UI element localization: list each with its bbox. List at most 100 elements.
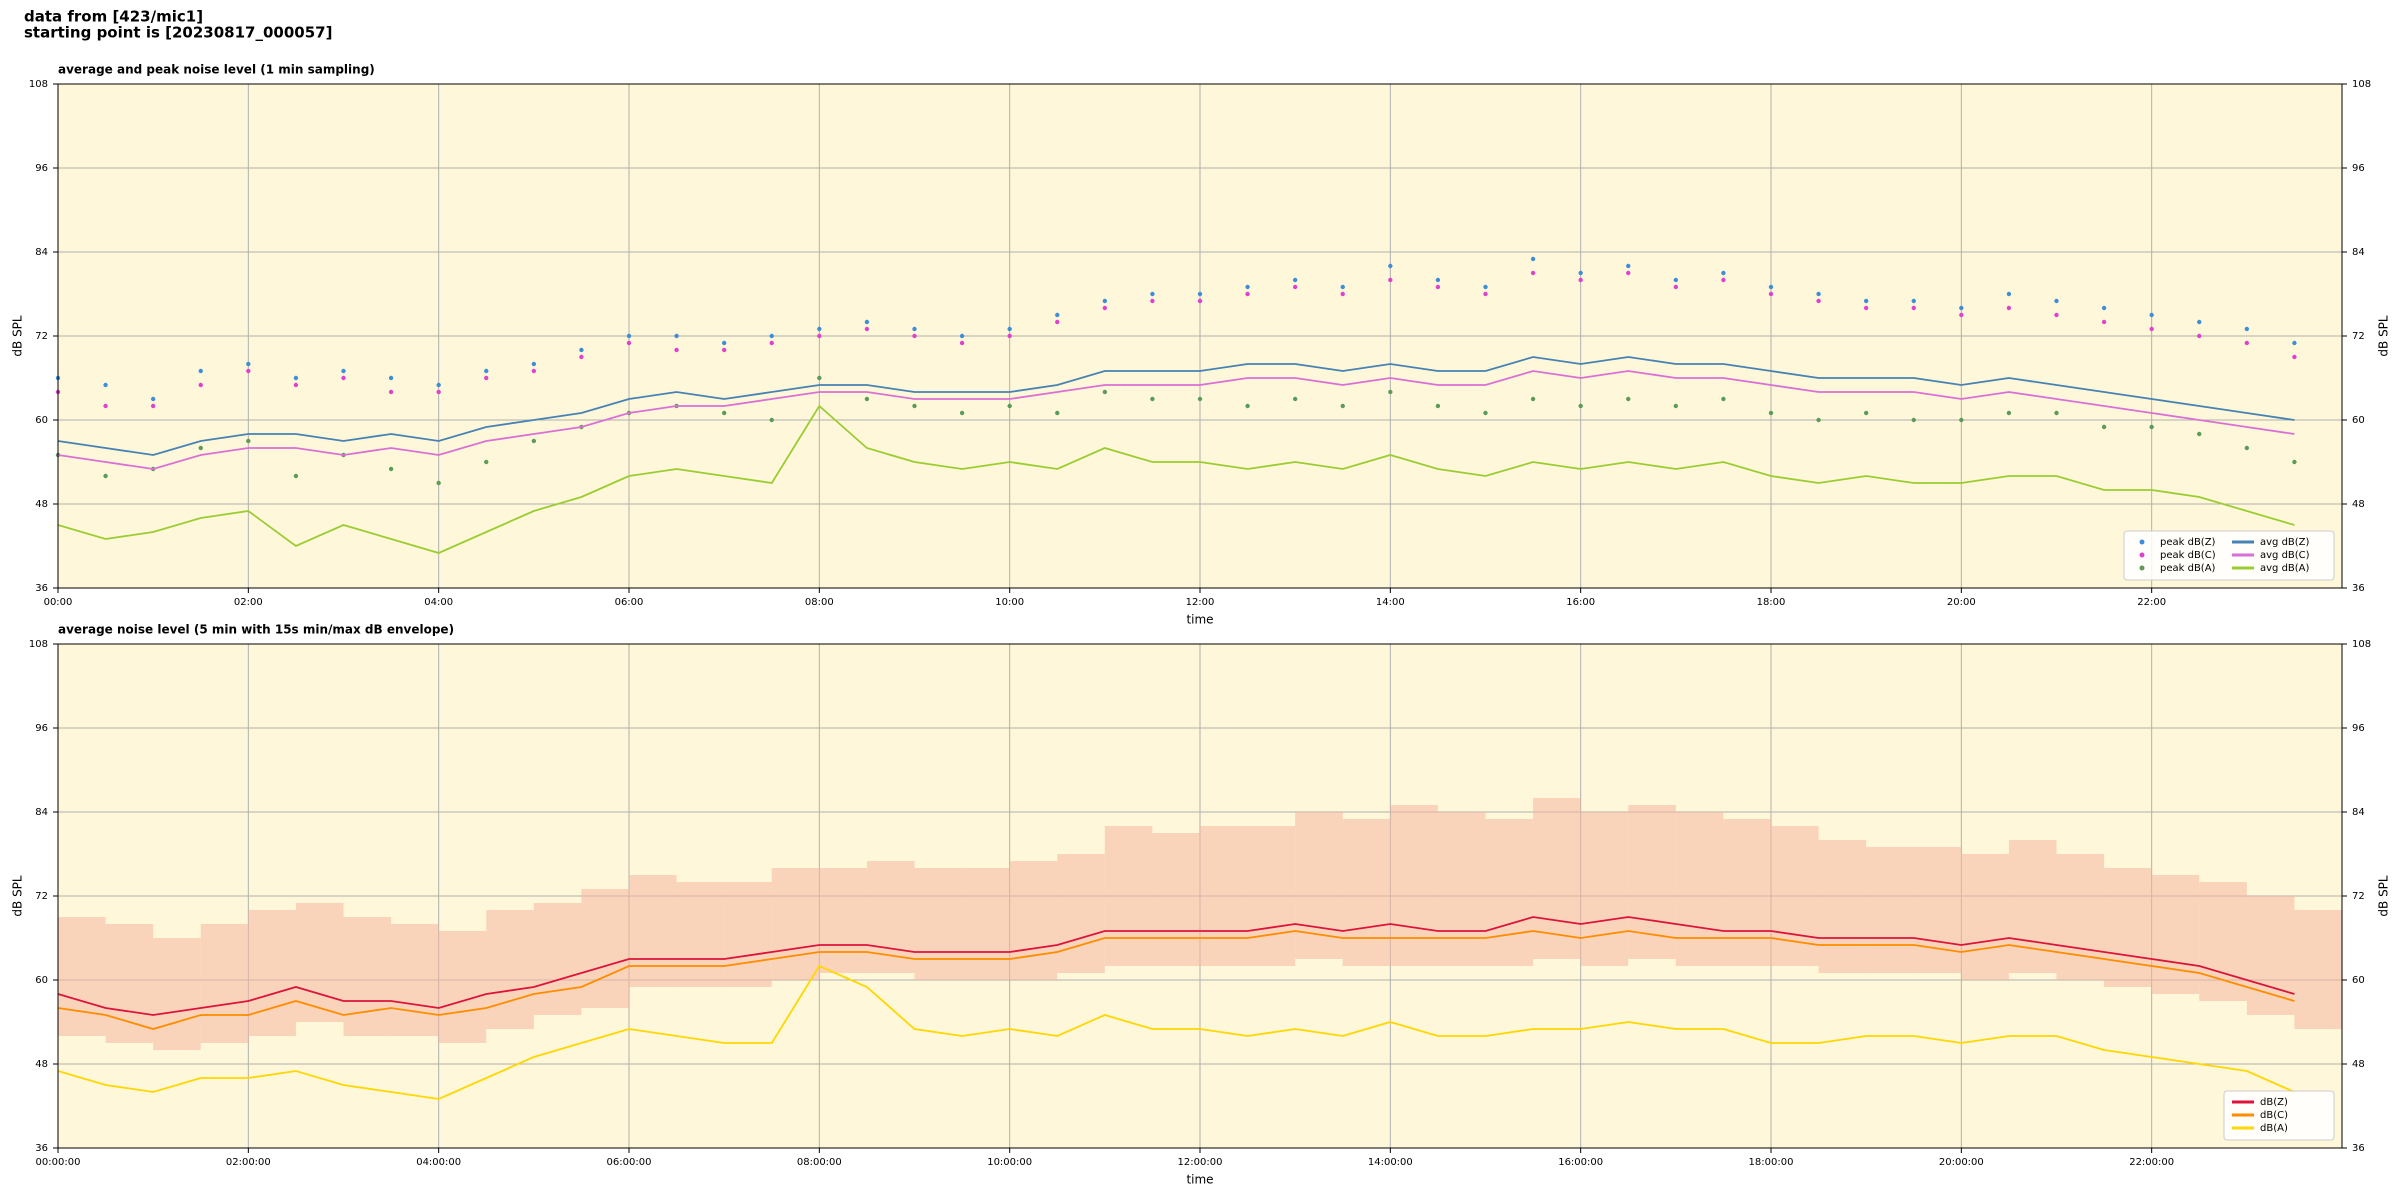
peak-point — [103, 473, 108, 479]
envelope-band — [962, 868, 1010, 980]
peak-point — [817, 333, 822, 339]
peak-point — [246, 368, 251, 374]
peak-point — [1863, 410, 1869, 416]
peak-point — [293, 473, 299, 479]
peak-point — [1483, 284, 1488, 290]
legend-label: avg dB(A) — [2260, 563, 2310, 574]
peak-point — [1578, 270, 1583, 276]
legend-label: dB(C) — [2260, 1110, 2288, 1121]
peak-point — [1816, 291, 1821, 297]
envelope-band — [676, 882, 725, 987]
peak-point — [2149, 424, 2154, 430]
peak-point — [864, 326, 870, 332]
envelope-band — [1675, 812, 1724, 966]
x-tick-label: 18:00 — [1757, 597, 1786, 608]
x-tick-label: 16:00 — [1566, 597, 1595, 608]
y-axis-label: dB SPL — [11, 315, 25, 357]
x-tick-label: 00:00:00 — [36, 1157, 81, 1168]
peak-point — [1626, 396, 1631, 402]
peak-point — [959, 410, 965, 416]
y-tick-label: 108 — [2352, 639, 2371, 650]
peak-point — [769, 333, 774, 339]
peak-point — [1530, 256, 1536, 262]
envelope-band — [58, 917, 106, 1036]
envelope-band — [1771, 826, 1819, 966]
legend-label: dB(Z) — [2260, 1097, 2288, 1108]
x-tick-label: 10:00 — [995, 597, 1024, 608]
y-tick-label: 72 — [35, 331, 48, 342]
peak-point — [579, 354, 584, 360]
peak-point — [1150, 298, 1155, 304]
envelope-band — [295, 903, 344, 1022]
peak-point — [912, 403, 917, 409]
peak-point — [1388, 389, 1393, 395]
envelope-band — [629, 875, 677, 987]
envelope-band — [1913, 847, 1962, 973]
peak-point — [1626, 263, 1631, 269]
envelope-band — [1104, 826, 1153, 966]
peak-point — [2101, 424, 2107, 430]
x-tick-label: 22:00:00 — [2129, 1157, 2174, 1168]
peak-point — [2149, 326, 2154, 332]
envelope-band — [2008, 840, 2057, 973]
envelope-band — [1247, 826, 1296, 966]
peak-point — [484, 459, 489, 465]
peak-point — [2197, 319, 2202, 325]
peak-point — [1150, 291, 1155, 297]
peak-point — [531, 361, 537, 367]
peak-point — [1292, 277, 1298, 283]
peak-point — [1959, 417, 1964, 423]
legend-label: peak dB(C) — [2160, 550, 2216, 561]
peak-point — [2244, 340, 2250, 346]
envelope-band — [2056, 854, 2105, 980]
peak-point — [1197, 298, 1203, 304]
envelope-band — [1961, 854, 2009, 980]
peak-point — [864, 396, 870, 402]
y-tick-label: 60 — [35, 415, 48, 426]
peak-point — [1292, 284, 1298, 290]
series-line — [57, 964, 2295, 1100]
peak-point — [150, 396, 156, 402]
peak-point — [293, 375, 299, 381]
y-tick-label: 36 — [35, 1143, 48, 1154]
y-tick-label: 48 — [35, 499, 48, 510]
x-tick-label: 02:00:00 — [226, 1157, 271, 1168]
peak-point — [1578, 403, 1583, 409]
x-axis-label: time — [1186, 1173, 1213, 1187]
peak-point — [1863, 305, 1869, 311]
header-line: starting point is [20230817_000057] — [24, 24, 332, 42]
peak-point — [531, 368, 537, 374]
y-tick-label: 84 — [2352, 807, 2365, 818]
peak-point — [674, 333, 679, 339]
peak-point — [2101, 305, 2107, 311]
envelope-band — [486, 910, 534, 1029]
x-tick-label: 20:00:00 — [1939, 1157, 1984, 1168]
legend-label: dB(A) — [2260, 1123, 2288, 1134]
y-axis-label: dB SPL — [2377, 315, 2391, 357]
peak-point — [1340, 403, 1345, 409]
peak-point — [1959, 305, 1964, 311]
peak-point — [198, 368, 203, 374]
legend-label: avg dB(C) — [2260, 550, 2310, 561]
y-tick-label: 60 — [35, 975, 48, 986]
envelope-band — [1390, 805, 1438, 966]
peak-point — [1673, 277, 1679, 283]
peak-point — [1768, 284, 1774, 290]
y-tick-label: 84 — [2352, 247, 2365, 258]
peak-point — [1959, 312, 1964, 318]
peak-point — [1483, 410, 1488, 416]
x-tick-label: 20:00 — [1947, 597, 1976, 608]
peak-point — [1197, 396, 1203, 402]
envelope-band — [533, 903, 582, 1015]
envelope-band — [1057, 854, 1105, 973]
envelope-band — [2294, 910, 2342, 1029]
peak-point — [2244, 445, 2250, 451]
envelope-band — [771, 868, 820, 980]
y-tick-label: 48 — [2352, 1059, 2365, 1070]
peak-point — [2197, 333, 2202, 339]
envelope-band — [1342, 819, 1391, 966]
header-line: data from [423/mic1] — [24, 8, 203, 26]
x-tick-label: 06:00 — [615, 597, 644, 608]
peak-point — [721, 347, 727, 353]
